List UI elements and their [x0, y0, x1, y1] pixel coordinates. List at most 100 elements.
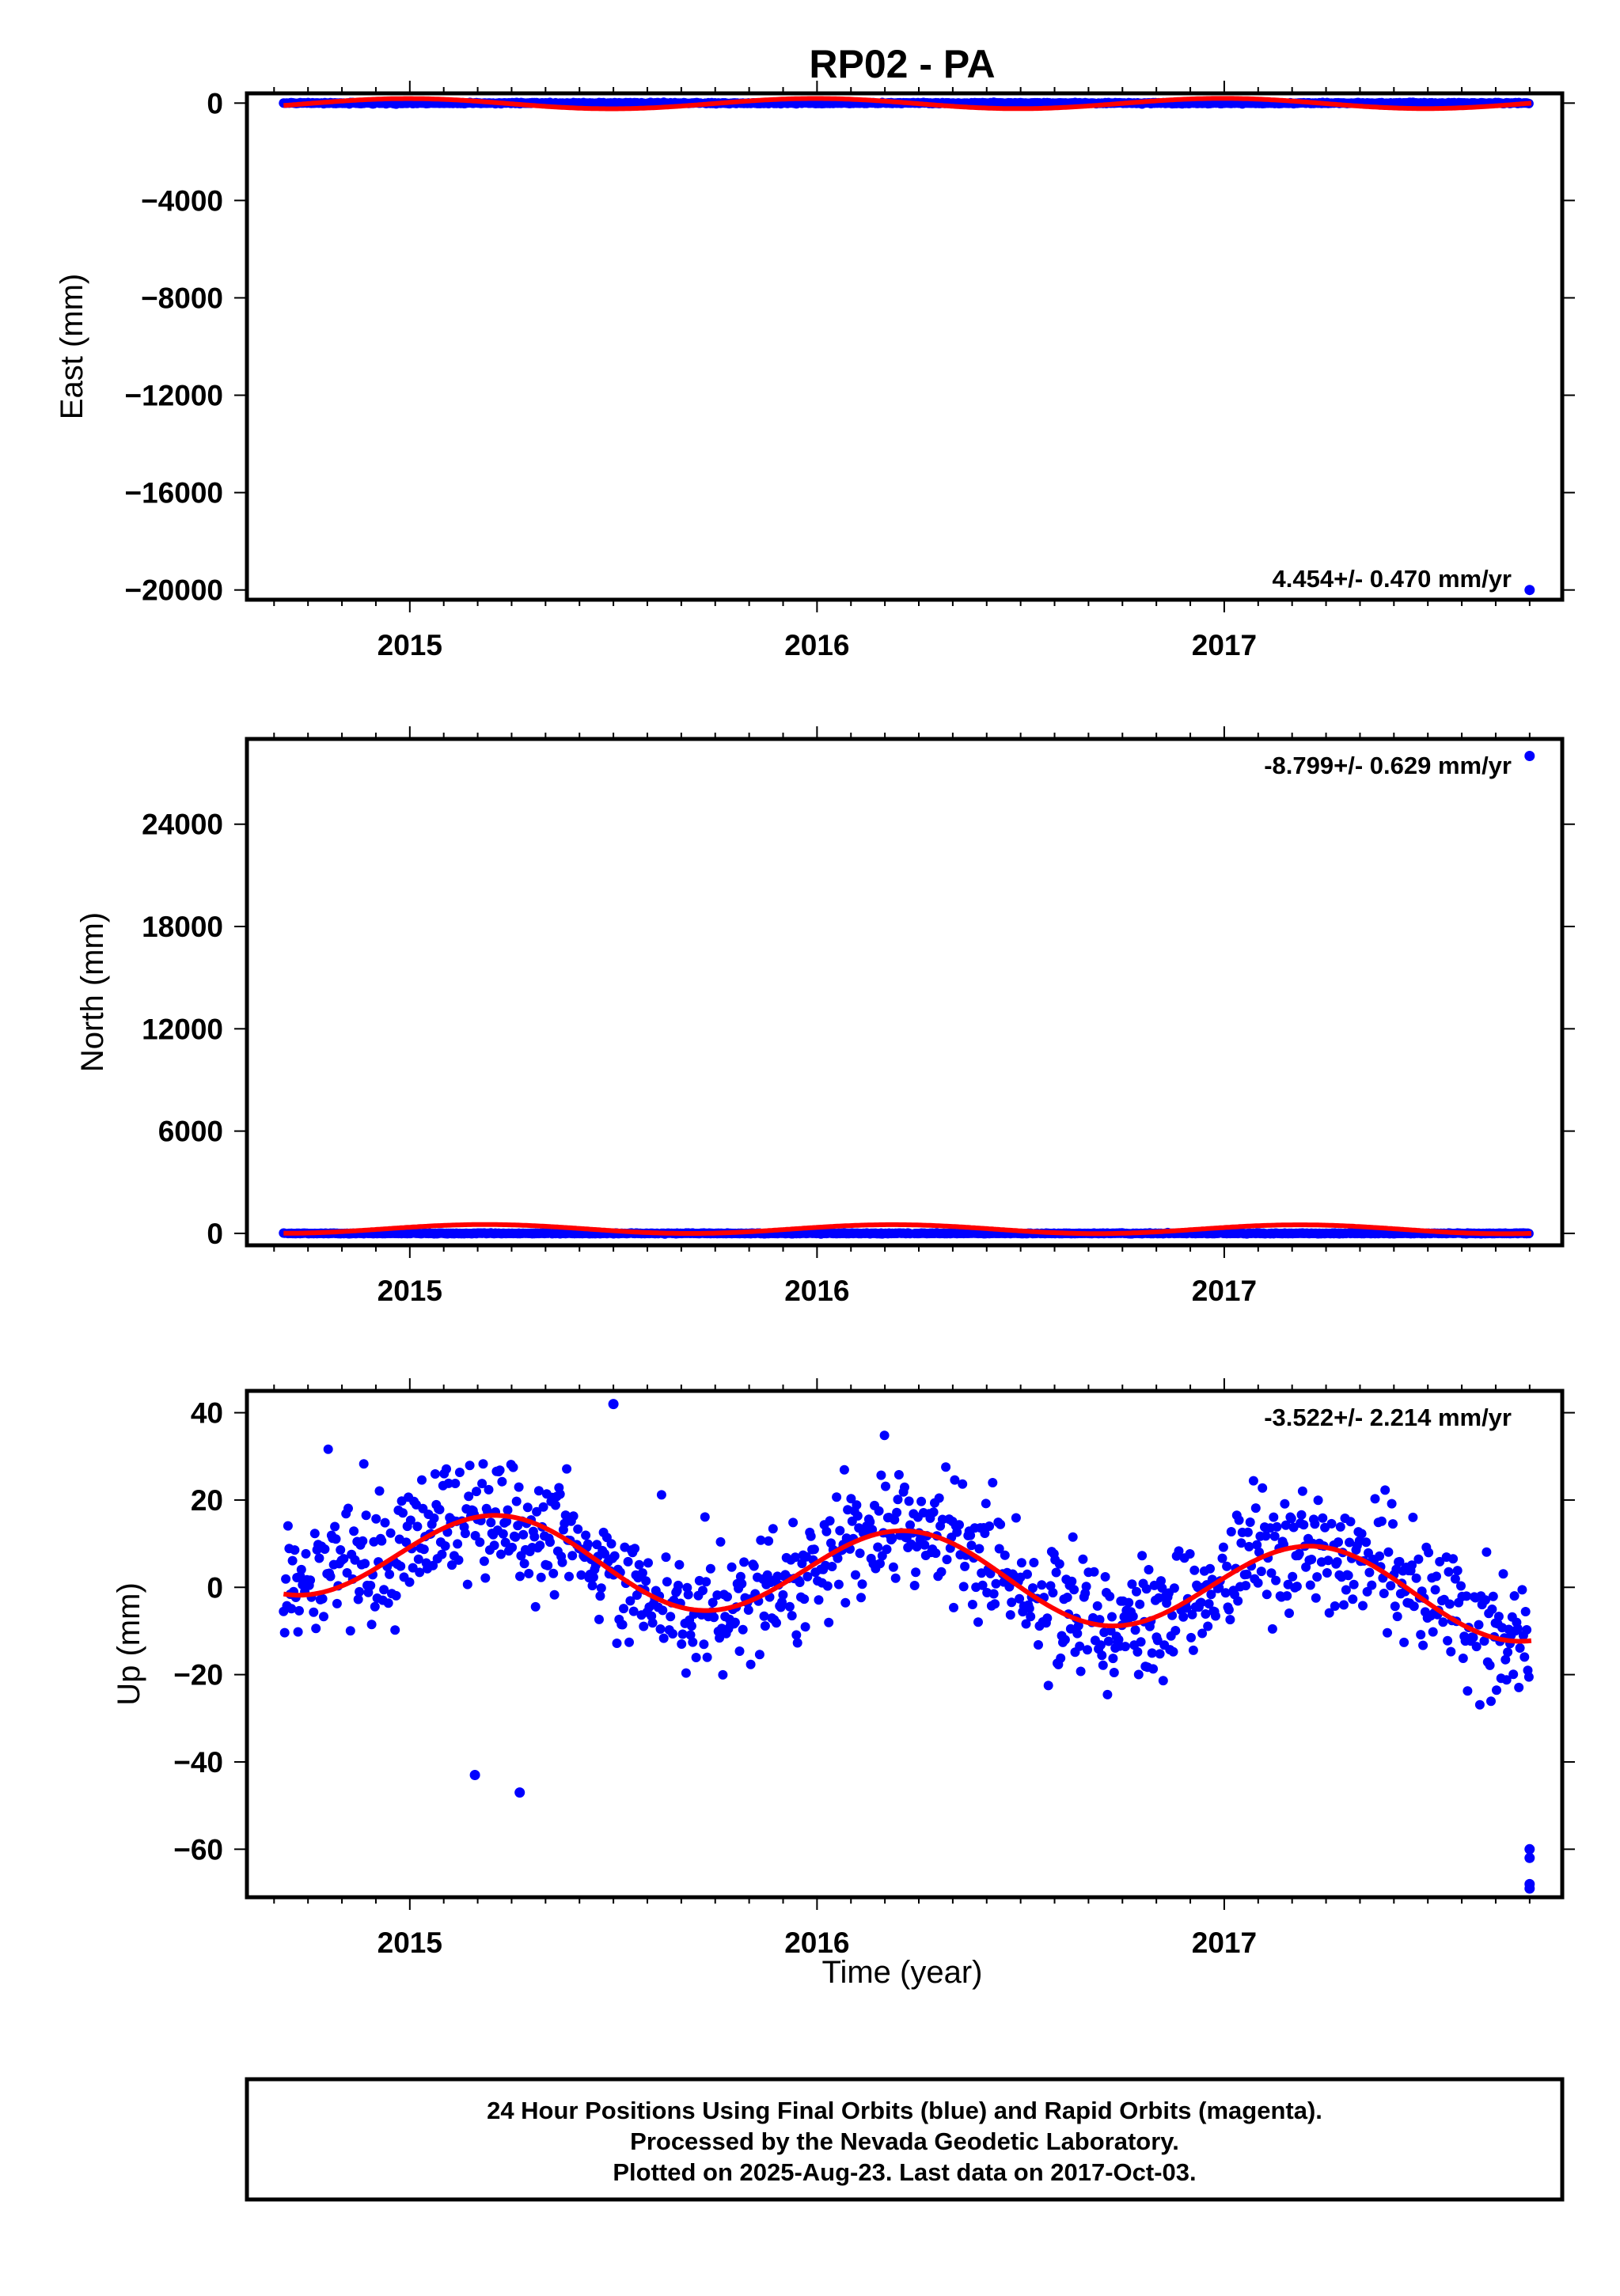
up-data-point	[931, 1548, 941, 1559]
up-data-point	[1284, 1608, 1294, 1618]
up-data-point	[977, 1580, 988, 1590]
footer-box: 24 Hour Positions Using Final Orbits (bl…	[245, 2077, 1565, 2202]
up-data-point	[668, 1629, 677, 1639]
up-data-point	[1280, 1520, 1291, 1530]
up-data-point	[718, 1669, 728, 1680]
up-data-point	[727, 1562, 737, 1572]
up-outlier-point	[608, 1399, 619, 1410]
up-data-point	[1015, 1593, 1025, 1604]
up-data-point	[920, 1540, 930, 1550]
up-data-point	[1269, 1531, 1280, 1541]
up-data-point	[507, 1542, 518, 1552]
up-data-point	[656, 1490, 666, 1500]
up-data-point	[1130, 1625, 1140, 1635]
up-data-point	[594, 1614, 604, 1624]
up-data-point	[1078, 1554, 1088, 1564]
up-data-point	[353, 1594, 363, 1605]
up-data-point	[1343, 1570, 1353, 1581]
up-data-point	[515, 1571, 525, 1582]
up-data-point	[1022, 1569, 1032, 1579]
up-data-point	[1158, 1676, 1168, 1686]
up-data-point	[1471, 1642, 1482, 1652]
up-data-point	[1443, 1635, 1453, 1646]
up-data-point	[1388, 1519, 1398, 1529]
up-data-point	[1435, 1556, 1445, 1567]
up-data-point	[391, 1590, 401, 1601]
up-data-point	[343, 1503, 353, 1514]
up-data-point	[833, 1579, 844, 1589]
x-tick-label: 2015	[377, 629, 442, 661]
y-tick-label: −8000	[141, 282, 223, 314]
up-data-point	[739, 1557, 749, 1567]
up-data-point	[518, 1529, 529, 1540]
up-data-point	[759, 1611, 769, 1621]
up-data-point	[1416, 1630, 1426, 1640]
up-data-point	[1178, 1612, 1189, 1622]
up-data-point	[954, 1520, 964, 1530]
up-data-point	[596, 1583, 606, 1593]
up-data-point	[383, 1598, 393, 1608]
up-data-point	[514, 1482, 524, 1492]
up-data-point	[749, 1561, 759, 1571]
up-data-point	[760, 1621, 770, 1631]
up-data-point	[787, 1611, 797, 1621]
up-data-point	[985, 1568, 996, 1578]
up-data-point	[746, 1659, 756, 1669]
up-data-point	[1137, 1551, 1148, 1561]
up-data-point	[1067, 1576, 1077, 1586]
up-data-point	[990, 1599, 1000, 1609]
up-data-point	[549, 1589, 560, 1600]
up-data-point	[1124, 1597, 1134, 1608]
up-data-point	[359, 1459, 369, 1469]
up-data-point	[702, 1652, 712, 1662]
up-data-point	[1187, 1609, 1197, 1620]
up-data-point	[1503, 1647, 1513, 1658]
up-data-point	[366, 1581, 376, 1590]
y-tick-label: 12000	[142, 1013, 223, 1045]
y-tick-label: −40	[173, 1746, 223, 1779]
up-data-point	[855, 1548, 865, 1559]
up-data-point	[1258, 1483, 1268, 1493]
up-data-point	[293, 1627, 303, 1637]
up-data-point	[1296, 1510, 1307, 1520]
up-data-point	[510, 1532, 521, 1542]
up-data-point	[1000, 1550, 1010, 1560]
up-data-point	[1244, 1541, 1254, 1552]
up-data-point	[1105, 1591, 1115, 1601]
up-data-point	[958, 1582, 969, 1592]
up-data-point	[1392, 1612, 1402, 1622]
up-data-point	[960, 1561, 970, 1571]
east-plot-frame	[245, 91, 1565, 602]
up-data-point	[1520, 1607, 1531, 1616]
up-data-point	[1224, 1605, 1234, 1615]
up-data-point	[674, 1559, 685, 1570]
up-data-point	[637, 1568, 647, 1578]
up-data-point	[1076, 1666, 1086, 1677]
up-data-point	[634, 1559, 644, 1570]
up-data-point	[283, 1521, 293, 1531]
up-data-point	[1294, 1548, 1304, 1559]
up-data-point	[1174, 1546, 1184, 1556]
y-tick-label: 18000	[142, 911, 223, 943]
up-data-point	[1048, 1588, 1058, 1598]
up-data-point	[1498, 1569, 1508, 1579]
up-data-point	[835, 1525, 845, 1536]
up-data-point	[768, 1524, 778, 1534]
up-data-point	[709, 1612, 719, 1623]
up-data-point	[434, 1505, 445, 1514]
up-data-point	[339, 1554, 349, 1564]
up-data-point	[791, 1630, 802, 1640]
up-data-point	[821, 1526, 832, 1536]
up-data-point	[1095, 1640, 1106, 1650]
up-data-point	[545, 1537, 555, 1548]
up-data-point	[408, 1563, 418, 1573]
up-data-point	[296, 1564, 306, 1574]
up-data-point	[1051, 1567, 1061, 1578]
up-data-point	[1399, 1637, 1409, 1647]
up-data-point	[705, 1563, 715, 1574]
x-tick-label: 2017	[1192, 1275, 1257, 1307]
up-data-point	[1482, 1547, 1492, 1557]
up-data-point	[1254, 1547, 1264, 1557]
up-data-point	[1386, 1581, 1396, 1591]
